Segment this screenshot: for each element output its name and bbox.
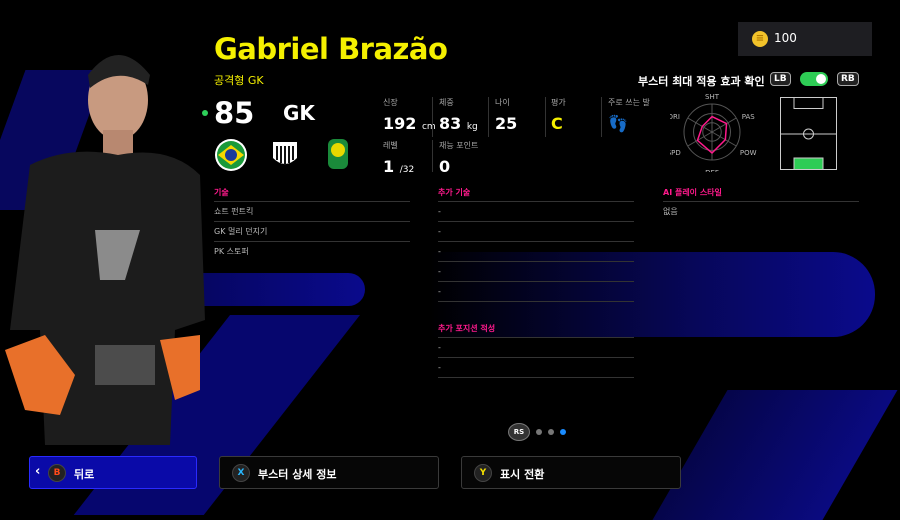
radar-axis	[711, 131, 737, 147]
page-dot-active	[560, 429, 566, 435]
b-key-icon: B	[48, 464, 66, 482]
stat-age: 나이 25	[495, 98, 518, 133]
radar-label-sht: SHT	[705, 93, 720, 101]
booster-detail-button[interactable]: X 부스터 상세 정보	[219, 456, 439, 489]
booster-label: 부스터 최대 적용 효과 확인	[638, 75, 765, 88]
radar-axis	[711, 117, 737, 133]
player-position: GK	[283, 101, 315, 125]
extra-positions-section: 추가 포지션 적성 - -	[438, 323, 634, 378]
stat-weight: 체중 83 kg	[439, 98, 478, 133]
radar-label-pow: POW	[740, 149, 757, 157]
divider	[432, 97, 433, 137]
bg-stripe	[430, 252, 875, 337]
stat-level: 레벨 1 /32	[383, 141, 415, 176]
divider	[488, 97, 489, 137]
stat-rating: 평가 C	[551, 98, 566, 133]
stat-skill-points: 재능 포인트 0	[439, 141, 479, 176]
skills-section: 기술 쇼트 펀트킥 GK 멀리 던지기 PK 스토퍼	[214, 187, 410, 262]
back-label: 뒤로	[74, 468, 95, 481]
radar-label-def: DEF	[705, 169, 719, 172]
list-item: -	[438, 262, 634, 282]
list-item: -	[438, 338, 634, 358]
brazil-flag-icon	[215, 139, 247, 171]
booster-toggle[interactable]	[800, 72, 828, 86]
currency-display: ≡ 100	[738, 22, 872, 56]
divider	[432, 140, 433, 172]
stat-foot: 주로 쓰는 발 👣	[608, 98, 650, 133]
stat-height: 신장 192 cm	[383, 98, 436, 133]
brasileirao-league-icon	[328, 139, 348, 169]
extra-skills-section: 추가 기술 - - - - -	[438, 187, 634, 302]
player-name: Gabriel Brazão	[214, 32, 448, 66]
toggle-view-button[interactable]: Y 표시 전환	[461, 456, 681, 489]
radar-axis	[687, 117, 713, 133]
divider	[545, 97, 546, 137]
toggle-view-label: 표시 전환	[500, 468, 545, 481]
bg-stripe	[652, 390, 898, 520]
list-item: GK 멀리 던지기	[214, 222, 410, 242]
list-item: -	[438, 242, 634, 262]
list-item: -	[438, 202, 634, 222]
position-pitch-map	[780, 97, 837, 170]
lb-key[interactable]: LB	[770, 72, 791, 86]
radar-label-pas: PAS	[742, 113, 756, 121]
ai-style-section: AI 플레이 스타일 없음	[663, 187, 859, 222]
santos-crest-icon	[273, 142, 297, 165]
page-dot	[536, 429, 542, 435]
ability-radar-chart: SHT PAS POW DEF SPD DRI	[670, 93, 757, 172]
status-dot	[202, 110, 208, 116]
divider	[601, 97, 602, 137]
player-portrait	[5, 55, 205, 445]
feet-icon: 👣	[608, 114, 628, 133]
overall-rating: 85	[214, 96, 255, 130]
coin-icon: ≡	[752, 31, 768, 47]
list-item: -	[438, 222, 634, 242]
back-button[interactable]: ‹ B 뒤로	[29, 456, 197, 489]
y-key-icon: Y	[474, 464, 492, 482]
radar-polygon	[696, 115, 728, 155]
booster-detail-label: 부스터 상세 정보	[258, 468, 337, 481]
coin-amount: 100	[774, 31, 797, 45]
list-item: -	[438, 358, 634, 378]
list-item: 쇼트 펀트킥	[214, 202, 410, 222]
chevron-left-icon: ‹	[35, 464, 41, 479]
radar-axis	[687, 131, 713, 147]
list-item: 없음	[663, 207, 678, 216]
rb-key[interactable]: RB	[837, 72, 859, 86]
page-dot	[548, 429, 554, 435]
x-key-icon: X	[232, 464, 250, 482]
player-playstyle: 공격형 GK	[214, 74, 264, 87]
rs-key: RS	[508, 423, 530, 441]
gk-position-highlight	[793, 157, 824, 170]
radar-label-spd: SPD	[670, 149, 681, 157]
list-item: PK 스토퍼	[214, 247, 249, 256]
list-item: -	[438, 282, 634, 302]
radar-label-dri: DRI	[670, 113, 680, 121]
